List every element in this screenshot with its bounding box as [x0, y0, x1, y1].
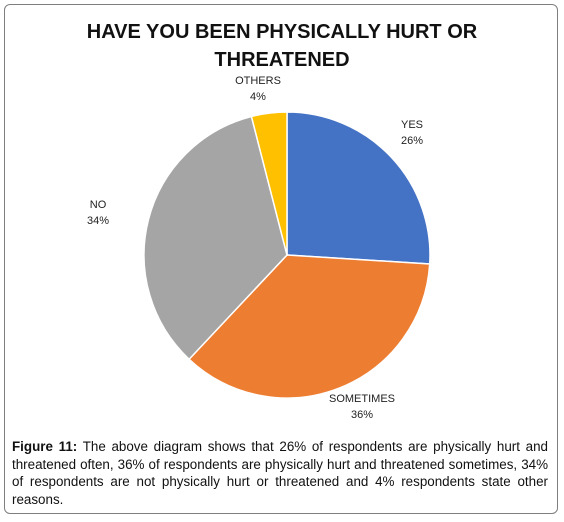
- pie-slice-yes: [286, 111, 431, 265]
- slice-label-sometimes: SOMETIMES: [329, 393, 395, 405]
- slice-label-no: NO: [90, 199, 107, 211]
- pie-slice-sometimes: [188, 254, 431, 399]
- chart-title: HAVE YOU BEEN PHYSICALLY HURT OR THREATE…: [86, 21, 478, 71]
- pie-slice-no: [143, 115, 288, 361]
- pie-slice-others: [250, 111, 288, 256]
- slice-value-sometimes: 36%: [351, 409, 373, 421]
- caption-text: The above diagram shows that 26% of resp…: [12, 439, 548, 507]
- slice-label-others: OTHERS: [235, 75, 281, 87]
- slice-label-yes: YES: [401, 119, 423, 131]
- slice-value-others: 4%: [250, 91, 266, 103]
- pie-slices: [143, 111, 431, 399]
- pie-chart: YES 26% SOMETIMES 36% NO 34% OTHERS 4%: [87, 75, 431, 421]
- pie-labels: YES 26% SOMETIMES 36% NO 34% OTHERS 4%: [87, 75, 423, 421]
- slice-value-yes: 26%: [401, 135, 423, 147]
- slice-value-no: 34%: [87, 215, 109, 227]
- figure-caption: Figure 11: The above diagram shows that …: [12, 438, 548, 508]
- caption-figure-label: Figure 11:: [12, 439, 78, 454]
